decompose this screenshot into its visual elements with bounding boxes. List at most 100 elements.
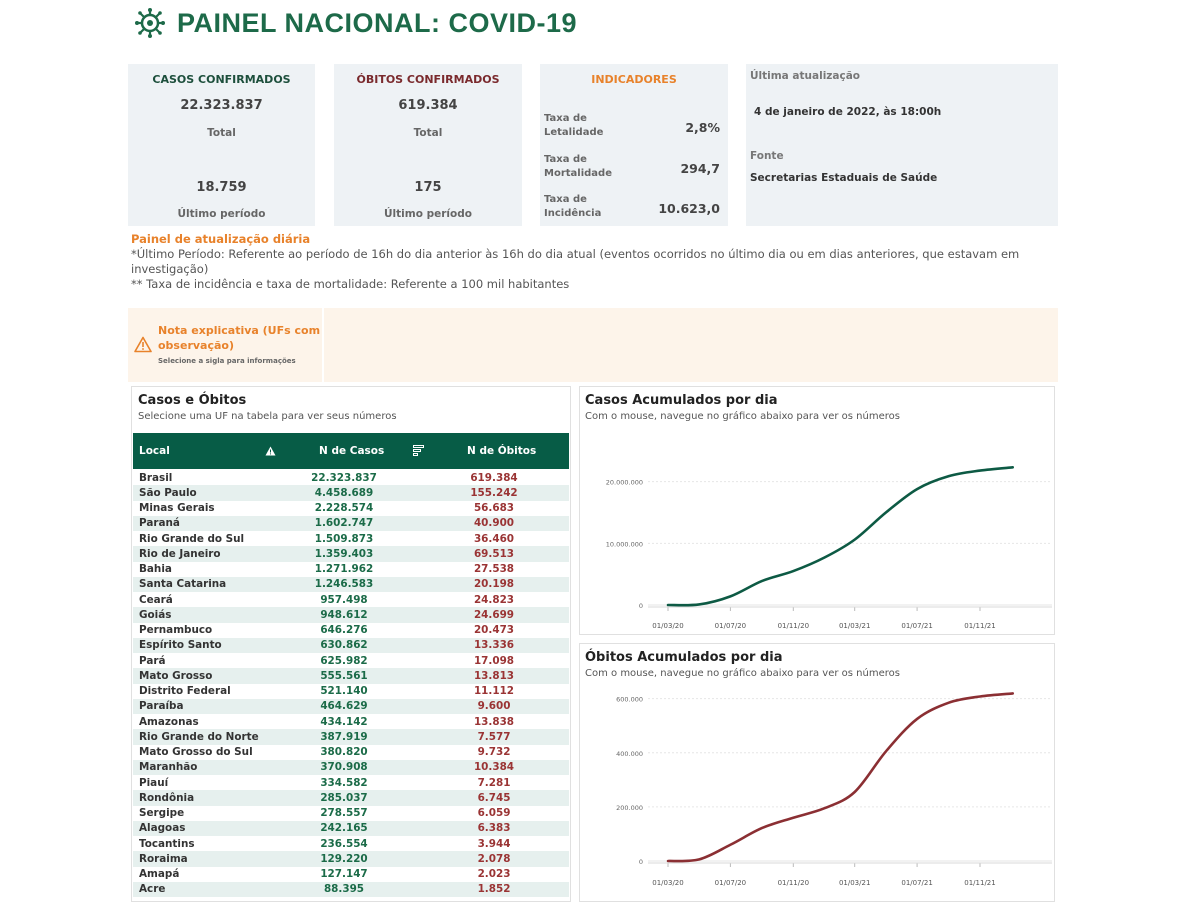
- cell-local: Rondônia: [139, 791, 195, 804]
- cell-obitos: 619.384: [470, 471, 518, 484]
- table-row[interactable]: Amapá 127.147 2.023: [133, 867, 569, 882]
- table-row[interactable]: Alagoas 242.165 6.383: [133, 820, 569, 836]
- card-indicadores: INDICADORES Taxa de Letalidade 2,8% Taxa…: [540, 64, 728, 226]
- cell-casos: 1.271.962: [314, 563, 374, 576]
- card-obitos-title: ÓBITOS CONFIRMADOS: [356, 73, 500, 86]
- cell-casos: 380.820: [320, 746, 368, 759]
- notes: Painel de atualização diária *Último Per…: [131, 232, 1031, 292]
- obitos-total-label: Total: [413, 127, 443, 139]
- casos-total-label: Total: [207, 127, 236, 139]
- table-row[interactable]: Rio Grande do Sul 1.509.873 36.460: [133, 531, 569, 546]
- table-row[interactable]: Amazonas 434.142 13.838: [133, 714, 569, 729]
- letalidade-value: 2,8%: [685, 120, 720, 135]
- col-local[interactable]: Local: [139, 445, 170, 457]
- table-row[interactable]: Brasil 22.323.837 619.384: [133, 470, 569, 485]
- cell-obitos: 9.732: [477, 746, 511, 759]
- cell-obitos: 24.699: [473, 608, 515, 621]
- cell-local: Tocantins: [139, 837, 195, 850]
- table-row[interactable]: Goiás 948.612 24.699: [133, 607, 569, 623]
- nota-explicativa[interactable]: Nota explicativa (UFs com observação) Se…: [128, 308, 1058, 382]
- card-casos-title: CASOS CONFIRMADOS: [152, 73, 291, 86]
- table-row[interactable]: Minas Gerais 2.228.574 56.683: [133, 501, 569, 516]
- cell-local: Ceará: [139, 593, 173, 606]
- table-row[interactable]: Pará 625.982 17.098: [133, 653, 569, 668]
- cell-local: Alagoas: [139, 822, 186, 835]
- cell-local: Mato Grosso: [139, 669, 213, 682]
- table-row[interactable]: Roraima 129.220 2.078: [133, 851, 569, 867]
- casos-period: 18.759: [196, 180, 247, 195]
- col-casos[interactable]: N de Casos: [319, 445, 385, 457]
- table-row[interactable]: Piauí 334.582 7.281: [133, 775, 569, 790]
- table-row[interactable]: Acre 88.395 1.852: [133, 881, 569, 897]
- cell-local: São Paulo: [139, 486, 197, 499]
- letalidade-label: Taxa de Letalidade: [544, 113, 604, 138]
- table-row[interactable]: Pernambuco 646.276 20.473: [133, 623, 569, 638]
- casos-chart-title: Casos Acumulados por dia: [585, 393, 778, 408]
- update-value: 4 de janeiro de 2022, às 18:00h: [754, 106, 942, 118]
- table-row[interactable]: Sergipe 278.557 6.059: [133, 806, 569, 821]
- nota-title: Nota explicativa (UFs com observação): [158, 324, 321, 352]
- table-row[interactable]: Mato Grosso 555.561 13.813: [133, 668, 569, 684]
- card-update: Última atualização 4 de janeiro de 2022,…: [746, 64, 1058, 226]
- page-title: PAINEL NACIONAL: COVID-19: [177, 7, 578, 38]
- cell-local: Santa Catarina: [139, 578, 227, 591]
- table-row[interactable]: Bahia 1.271.962 27.538: [133, 562, 569, 577]
- table-row[interactable]: Paraná 1.602.747 40.900: [133, 515, 569, 531]
- x-tick-label: 01/07/20: [715, 879, 746, 887]
- table-row[interactable]: Distrito Federal 521.140 11.112: [133, 684, 569, 699]
- cell-casos: 625.982: [320, 654, 368, 667]
- cell-obitos: 40.900: [473, 517, 515, 530]
- series-line: [666, 466, 1015, 607]
- cell-obitos: 36.460: [473, 532, 515, 545]
- table-row[interactable]: Rio Grande do Norte 387.919 7.577: [133, 729, 569, 745]
- cell-obitos: 17.098: [473, 654, 515, 667]
- cell-casos: 555.561: [320, 669, 368, 682]
- obitos-line-chart[interactable]: 0 200.000 400.000 600.000 01/03/20 01/07/20 01…: [580, 644, 1054, 901]
- cell-casos: 1.246.583: [314, 578, 374, 591]
- cell-obitos: 7.577: [477, 730, 511, 743]
- table-row[interactable]: Rondônia 285.037 6.745: [133, 790, 569, 806]
- table-row[interactable]: Maranhão 370.908 10.384: [133, 759, 569, 775]
- table-row[interactable]: Ceará 957.498 24.823: [133, 592, 569, 607]
- casos-chart-subtitle: Com o mouse, navegue no gráfico abaixo p…: [585, 411, 900, 422]
- table-row[interactable]: Tocantins 236.554 3.944: [133, 836, 569, 851]
- col-obitos[interactable]: N de Óbitos: [467, 445, 537, 457]
- cell-casos: 334.582: [320, 776, 368, 789]
- casos-line-chart[interactable]: 0 10.000.000 20.000.000 01/03/20 01/07/20 01/…: [580, 387, 1054, 634]
- cell-casos: 285.037: [320, 791, 368, 804]
- cell-obitos: 13.813: [473, 669, 515, 682]
- warning-filter-icon[interactable]: [265, 446, 276, 456]
- cell-local: Paraíba: [139, 700, 184, 713]
- cell-obitos: 6.745: [477, 791, 511, 804]
- table-row[interactable]: Espírito Santo 630.862 13.336: [133, 637, 569, 653]
- sort-icon[interactable]: [413, 445, 424, 456]
- cell-casos: 948.612: [320, 608, 368, 621]
- x-tick-label: 01/03/20: [652, 622, 683, 630]
- table-row[interactable]: Rio de Janeiro 1.359.403 69.513: [133, 546, 569, 562]
- mortalidade-value: 294,7: [680, 161, 720, 176]
- x-tick-label: 01/07/21: [901, 879, 932, 887]
- cell-local: Roraima: [139, 852, 188, 865]
- notes-line-2: ** Taxa de incidência e taxa de mortalid…: [131, 277, 570, 291]
- cell-casos: 1.602.747: [314, 517, 374, 530]
- x-tick-label: 01/03/20: [652, 879, 683, 887]
- cell-casos: 521.140: [320, 685, 368, 698]
- obitos-period-label: Último período: [384, 208, 472, 220]
- y-tick-label: 0: [639, 858, 643, 866]
- cell-casos: 1.509.873: [314, 532, 374, 545]
- card-casos: CASOS CONFIRMADOS 22.323.837 Total 18.75…: [128, 64, 315, 226]
- obitos-period: 175: [414, 180, 442, 195]
- table-row[interactable]: São Paulo 4.458.689 155.242: [133, 485, 569, 501]
- table-row[interactable]: Mato Grosso do Sul 380.820 9.732: [133, 745, 569, 760]
- cell-local: Mato Grosso do Sul: [139, 746, 253, 759]
- cell-obitos: 6.383: [477, 822, 511, 835]
- cell-obitos: 13.336: [473, 639, 515, 652]
- casos-obitos-panel: Casos e Óbitos Selecione uma UF na tabel…: [131, 386, 571, 902]
- table-row[interactable]: Santa Catarina 1.246.583 20.198: [133, 576, 569, 592]
- card-obitos: ÓBITOS CONFIRMADOS 619.384 Total 175 Últ…: [334, 64, 522, 226]
- cell-local: Paraná: [139, 517, 180, 530]
- cell-obitos: 2.078: [477, 852, 511, 865]
- x-tick-label: 01/11/20: [778, 622, 809, 630]
- table-row[interactable]: Paraíba 464.629 9.600: [133, 698, 569, 714]
- series-line: [666, 692, 1015, 863]
